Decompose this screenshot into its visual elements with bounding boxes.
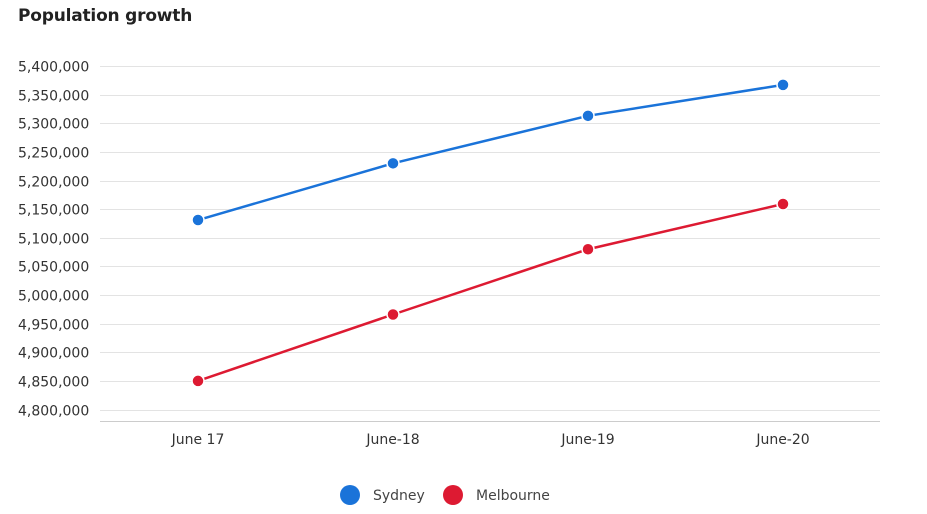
- x-tick-label: June-19: [560, 432, 614, 448]
- y-tick-label: 5,300,000: [18, 117, 89, 133]
- data-point-melbourne[interactable]: [191, 374, 205, 388]
- chart-title: Population growth: [18, 6, 193, 26]
- legend-swatch: [443, 485, 463, 505]
- y-tick-label: 5,400,000: [18, 60, 89, 76]
- y-axis: 4,800,000 4,850,000 4,900,000 4,950,000 5,00…: [18, 60, 89, 420]
- data-point-sydney[interactable]: [581, 109, 595, 123]
- y-tick-label: 5,250,000: [18, 146, 89, 162]
- y-tick-label: 5,150,000: [18, 203, 89, 219]
- data-point-sydney[interactable]: [776, 78, 790, 92]
- x-tick-label: June-18: [365, 432, 419, 448]
- legend-item-sydney[interactable]: Sydney: [340, 485, 425, 505]
- series-line-melbourne: [196, 202, 785, 383]
- legend-item-melbourne[interactable]: Melbourne: [443, 485, 550, 505]
- y-tick-label: 5,350,000: [18, 89, 89, 105]
- data-point-sydney[interactable]: [191, 213, 205, 227]
- legend-swatch: [340, 485, 360, 505]
- legend: Sydney Melbourne: [340, 485, 550, 505]
- grid: [100, 66, 880, 411]
- data-point-sydney[interactable]: [386, 156, 400, 171]
- data-point-melbourne[interactable]: [581, 242, 595, 256]
- y-tick-label: 4,800,000: [18, 404, 89, 420]
- series: [191, 78, 790, 388]
- y-tick-label: 4,950,000: [18, 318, 89, 334]
- y-tick-label: 5,200,000: [18, 175, 89, 191]
- series-line-sydney: [196, 83, 785, 222]
- data-point-melbourne[interactable]: [776, 197, 790, 211]
- y-tick-label: 4,850,000: [18, 375, 89, 391]
- legend-label: Sydney: [373, 488, 425, 504]
- x-tick-label: June 17: [171, 432, 225, 448]
- x-tick-label: June-20: [755, 432, 809, 448]
- y-tick-label: 5,100,000: [18, 232, 89, 248]
- data-point-melbourne[interactable]: [386, 307, 400, 322]
- y-tick-label: 5,000,000: [18, 289, 89, 305]
- y-tick-label: 4,900,000: [18, 346, 89, 362]
- y-tick-label: 5,050,000: [18, 260, 89, 276]
- x-axis: June 17 June-18 June-19 June-20: [100, 421, 880, 448]
- legend-label: Melbourne: [476, 488, 550, 504]
